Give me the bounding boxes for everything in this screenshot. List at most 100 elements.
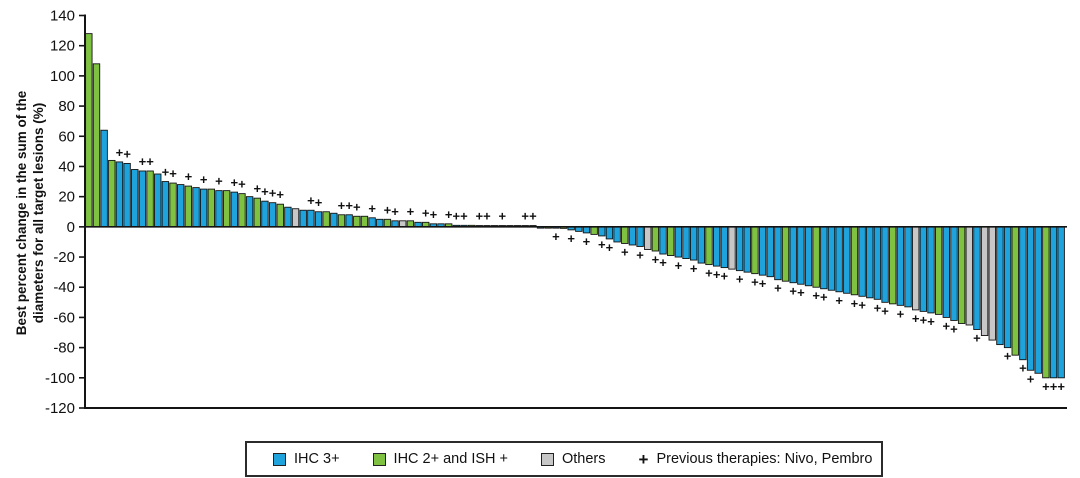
previous-therapy-marker: + — [422, 205, 430, 220]
previous-therapy-marker: + — [460, 208, 468, 223]
previous-therapy-marker: + — [453, 208, 461, 223]
previous-therapy-marker: + — [920, 312, 928, 327]
patient-bar — [858, 226, 866, 297]
previous-therapy-marker: + — [943, 318, 951, 333]
patient-bar — [360, 215, 369, 228]
previous-therapy-marker: + — [583, 234, 591, 249]
legend-label-ihc2plus-ish: IHC 2+ and ISH + — [393, 451, 508, 467]
patient-bar — [146, 170, 154, 228]
y-tick-label: -20 — [53, 249, 75, 266]
previous-therapy-marker: + — [912, 311, 920, 326]
patient-bar — [628, 226, 637, 246]
previous-therapy-marker: + — [116, 145, 124, 160]
patient-bar — [353, 215, 361, 228]
previous-therapy-marker: + — [552, 229, 560, 244]
patient-bar — [284, 206, 292, 228]
y-tick-label: 20 — [58, 189, 75, 206]
patient-bar — [100, 129, 108, 228]
previous-therapy-marker: + — [445, 207, 453, 222]
previous-therapy-marker: + — [690, 261, 698, 276]
previous-therapy-marker: + — [675, 258, 683, 273]
patient-bar — [368, 217, 376, 228]
patient-bar — [1057, 226, 1065, 379]
previous-therapy-marker: + — [139, 154, 147, 169]
patient-bar — [682, 226, 690, 260]
previous-therapy-marker: + — [384, 202, 392, 217]
patient-bar — [115, 161, 124, 228]
patient-bar — [291, 208, 300, 228]
y-tick-label: -120 — [45, 400, 75, 417]
legend-item-ihc3plus: IHC 3+ — [273, 451, 340, 467]
previous-therapy-marker: + — [705, 266, 713, 281]
ihc3plus-swatch-icon — [273, 452, 286, 466]
previous-therapy-marker: + — [812, 288, 820, 303]
previous-therapy-marker: + — [498, 209, 506, 224]
patient-bar — [1011, 226, 1019, 356]
previous-therapy-marker: + — [1019, 361, 1027, 376]
patient-bar — [674, 226, 683, 258]
patient-bar — [965, 226, 973, 326]
previous-therapy-marker: + — [238, 177, 246, 192]
previous-therapy-marker: + — [973, 331, 981, 346]
patient-bar — [590, 226, 598, 235]
previous-therapy-marker: + — [567, 231, 575, 246]
patient-bar — [314, 211, 323, 228]
patient-bar — [92, 63, 101, 228]
previous-therapy-marker: + — [950, 321, 958, 336]
patient-bar — [919, 226, 928, 312]
waterfall-chart: + + + + + + + + + + + + + + + + + + + + + + + + + + + + + + + + + + + + + + + +… — [45, 8, 1067, 417]
y-axis-title: Best percent change in the sum of the di… — [13, 3, 47, 423]
previous-therapy-marker: + — [200, 172, 208, 187]
patient-bar — [1049, 226, 1058, 379]
legend: IHC 3+ IHC 2+ and ISH + Others + Previou… — [245, 441, 883, 477]
previous-therapy-marker: + — [407, 204, 415, 219]
patient-bar — [812, 226, 820, 288]
patient-bar — [942, 226, 951, 318]
legend-label-previous-therapies: Previous therapies: Nivo, Pembro — [656, 451, 873, 467]
patient-bar — [138, 170, 147, 228]
previous-therapy-marker: + — [215, 174, 223, 189]
patient-bar — [345, 214, 353, 228]
patient-bar — [758, 226, 767, 276]
y-tick-label: 60 — [58, 128, 75, 145]
previous-therapy-marker: + — [736, 272, 744, 287]
y-tick-label: 80 — [58, 98, 75, 115]
legend-item-previous-therapies: + Previous therapies: Nivo, Pembro — [638, 449, 873, 469]
previous-therapy-marker: + — [789, 284, 797, 299]
patient-bar — [383, 218, 392, 228]
previous-therapy-marker: + — [146, 154, 154, 169]
patient-bar — [781, 226, 790, 282]
patient-bar — [161, 181, 170, 228]
patient-bar — [199, 188, 208, 228]
patient-bar — [276, 203, 284, 228]
plus-marker-icon: + — [638, 449, 649, 469]
patient-bar — [735, 226, 744, 272]
previous-therapy-marker: + — [261, 184, 269, 199]
patient-bar — [215, 190, 223, 228]
previous-therapy-marker: + — [598, 237, 606, 252]
patient-bar — [667, 226, 675, 256]
patient-bar — [912, 226, 920, 311]
patient-bar — [177, 184, 185, 228]
patient-bar — [789, 226, 797, 284]
patient-bar — [743, 226, 751, 273]
patient-bar — [927, 226, 935, 314]
legend-item-ihc2plus-ish: IHC 2+ and ISH + — [372, 451, 508, 467]
y-tick-label: -40 — [53, 279, 75, 296]
patient-bar — [873, 226, 882, 300]
previous-therapy-marker: + — [315, 195, 323, 210]
patient-bar — [230, 191, 238, 228]
legend-item-others: Others — [541, 451, 606, 467]
patient-bar — [996, 226, 1004, 346]
y-tick-label: -80 — [53, 340, 75, 357]
patient-bar — [598, 226, 606, 237]
patient-bar — [299, 209, 307, 228]
others-swatch-icon — [541, 452, 554, 466]
patient-bar — [1019, 226, 1027, 361]
patient-bar — [613, 226, 621, 243]
previous-therapy-marker: + — [659, 255, 667, 270]
patient-bar — [268, 202, 277, 228]
previous-therapy-marker: + — [353, 199, 361, 214]
patient-bar — [207, 188, 216, 228]
